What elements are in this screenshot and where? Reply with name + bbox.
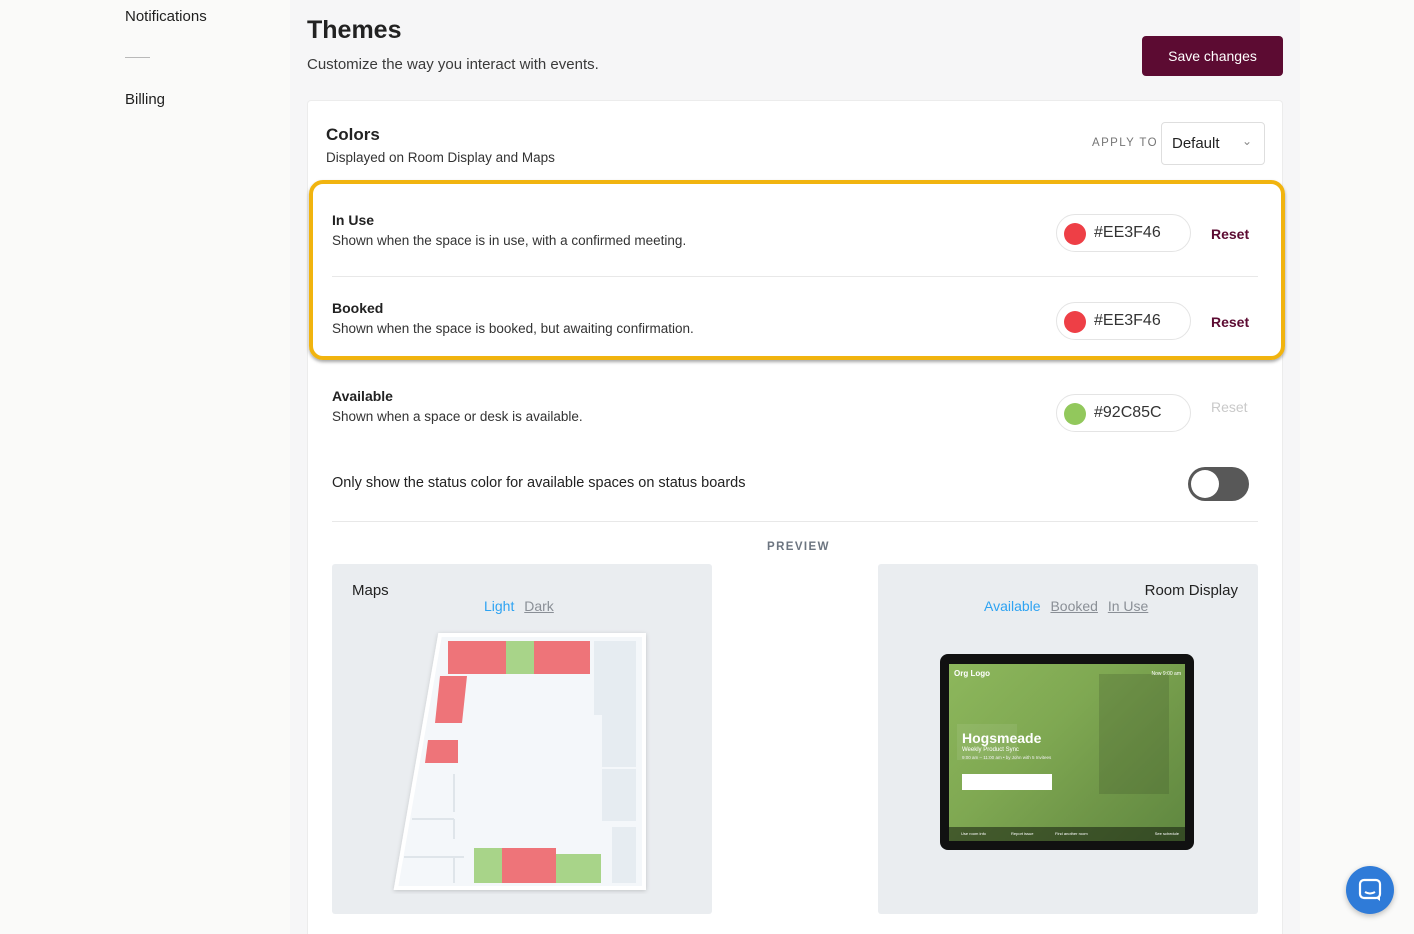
apply-to-label: APPLY TO xyxy=(1092,137,1158,149)
apply-to-select[interactable]: Default ⌄ xyxy=(1161,122,1265,165)
row-divider xyxy=(332,276,1258,277)
room-display-preview-title: Room Display xyxy=(1144,582,1238,599)
screen-footer: Use room info Report issue Find another … xyxy=(949,827,1185,841)
maps-preview-title: Maps xyxy=(352,582,389,599)
sidebar-item-billing[interactable]: Billing xyxy=(125,91,166,108)
preview-label: PREVIEW xyxy=(767,541,830,553)
sidebar-item-notifications[interactable]: Notifications xyxy=(125,8,207,25)
maps-preview: Maps Light Dark xyxy=(332,564,712,914)
in-use-reset-button[interactable]: Reset xyxy=(1211,226,1250,242)
colors-title: Colors xyxy=(326,125,380,144)
room-name: Hogsmeade xyxy=(962,730,1042,746)
available-hex: #92C85C xyxy=(1094,404,1162,421)
booked-hex: #EE3F46 xyxy=(1094,312,1161,329)
settings-sidebar: Notifications Billing xyxy=(0,0,290,934)
apply-to-value: Default xyxy=(1172,135,1220,152)
room-display-booked-link[interactable]: Booked xyxy=(1050,598,1098,614)
chat-icon xyxy=(1358,878,1382,901)
chat-support-button[interactable] xyxy=(1346,866,1394,914)
tablet-frame: Org Logo Now 9:00 am Hogsmeade Weekly Pr… xyxy=(940,654,1194,850)
room-display-available-link[interactable]: Available xyxy=(984,598,1041,614)
highlight-frame xyxy=(309,180,1285,360)
org-logo: Org Logo xyxy=(954,669,990,678)
in-use-color-picker[interactable]: #EE3F46 xyxy=(1056,214,1191,252)
booked-description: Shown when the space is booked, but awai… xyxy=(332,321,694,336)
booked-color-picker[interactable]: #EE3F46 xyxy=(1056,302,1191,340)
status-board-toggle-label: Only show the status color for available… xyxy=(332,475,746,491)
meeting-title: Weekly Product Sync xyxy=(962,747,1019,753)
check-in-button xyxy=(962,774,1052,790)
page-subtitle: Customize the way you interact with even… xyxy=(307,56,599,73)
colors-subtitle: Displayed on Room Display and Maps xyxy=(326,150,555,165)
available-reset-button[interactable]: Reset xyxy=(1211,399,1248,415)
colors-card: Colors Displayed on Room Display and Map… xyxy=(307,100,1285,934)
maps-dark-link[interactable]: Dark xyxy=(524,598,554,614)
booked-title: Booked xyxy=(332,300,384,316)
sidebar-divider xyxy=(125,57,150,58)
meeting-time: 9:00 am – 11:00 am • by John with 5 Invi… xyxy=(962,755,1052,760)
room-display-preview: Room Display Available Booked In Use Org… xyxy=(878,564,1258,914)
toggle-knob xyxy=(1191,470,1219,498)
available-color-picker[interactable]: #92C85C xyxy=(1056,394,1191,432)
in-use-title: In Use xyxy=(332,212,375,228)
screen-time: Now 9:00 am xyxy=(1151,671,1181,677)
chevron-down-icon: ⌄ xyxy=(1241,134,1252,148)
tablet-screen: Org Logo Now 9:00 am Hogsmeade Weekly Pr… xyxy=(949,664,1185,841)
booked-reset-button[interactable]: Reset xyxy=(1211,314,1250,330)
in-use-color-swatch xyxy=(1064,223,1086,245)
in-use-description: Shown when the space is in use, with a c… xyxy=(332,233,687,248)
preview-divider xyxy=(332,521,1258,522)
in-use-hex: #EE3F46 xyxy=(1094,224,1161,241)
booked-color-swatch xyxy=(1064,311,1086,333)
available-description: Shown when a space or desk is available. xyxy=(332,409,583,424)
maps-light-link[interactable]: Light xyxy=(484,598,515,614)
available-color-swatch xyxy=(1064,403,1086,425)
status-board-toggle[interactable] xyxy=(1188,467,1249,501)
page-title: Themes xyxy=(307,16,402,44)
room-display-in-use-link[interactable]: In Use xyxy=(1107,598,1149,614)
save-changes-button[interactable]: Save changes xyxy=(1142,36,1283,76)
available-title: Available xyxy=(332,388,393,404)
floor-map-illustration xyxy=(393,633,646,890)
